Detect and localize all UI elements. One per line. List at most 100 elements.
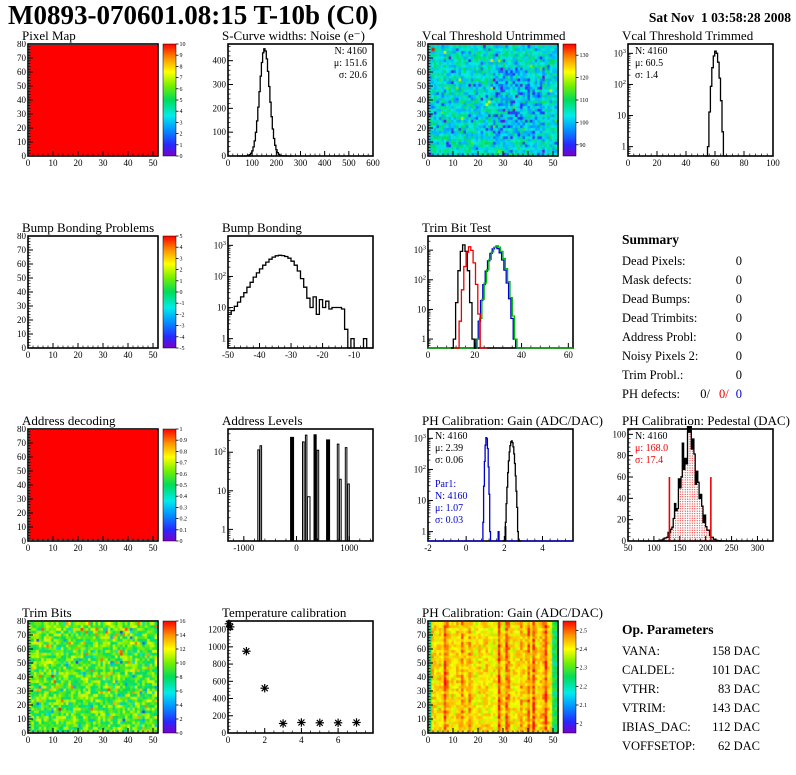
svg-text:102: 102 [214,447,226,458]
svg-text:0: 0 [426,158,431,168]
svg-text:0: 0 [422,728,427,738]
chart-area: 0 10 20 30 40 50 0 10 20 30 40 50 60 70 80 0 1 2 3 4 5 6 7 8 9 10 [17,41,186,168]
svg-text:0: 0 [622,536,627,546]
svg-text:0.5: 0.5 [180,483,188,489]
svg-text:0: 0 [26,350,31,360]
svg-text:1: 1 [222,524,227,534]
svg-text:60: 60 [417,644,427,654]
row-label: VTHR: [622,682,660,696]
svg-text:200: 200 [213,103,227,113]
svg-text:-5: -5 [180,346,185,352]
summary-row-ph-defects: PH defects: 0/ 0/ 0 [622,385,742,404]
svg-text:10: 10 [417,304,427,314]
svg-text:0: 0 [226,158,231,168]
svg-text:2.4: 2.4 [580,647,588,653]
svg-text:2.1: 2.1 [580,703,588,709]
svg-text:30: 30 [99,543,109,553]
svg-text:2: 2 [180,268,183,274]
svg-text:-50: -50 [222,350,234,360]
svg-text:10: 10 [17,522,27,532]
chart-area: 0 10 20 30 40 50 0 10 20 30 40 50 60 70 80 -5 -4 -3 -2 -1 0 1… [17,233,185,360]
svg-text:3: 3 [180,120,183,126]
svg-text:20: 20 [474,735,484,745]
svg-text:2: 2 [180,717,183,723]
svg-text:80: 80 [417,618,427,626]
svg-text:0: 0 [180,731,183,737]
svg-text:2: 2 [180,132,183,138]
svg-text:100: 100 [245,158,259,168]
row-value: 101 DAC [711,663,760,677]
svg-text:16: 16 [180,619,186,625]
svg-text:14: 14 [180,633,186,639]
svg-text:103: 103 [214,240,226,251]
svg-text:102: 102 [214,271,226,282]
heatmap-canvas [29,622,157,732]
plot-title: PH Calibration: Pedestal (DAC) [622,413,790,428]
svg-text:1: 1 [180,427,183,433]
svg-text:10: 10 [449,158,459,168]
svg-text:50: 50 [417,658,427,668]
row-label: VTRIM: [622,701,666,715]
op-param-row: CALDEL: 101 DAC [622,661,760,680]
op-param-row: VTRIM: 143 DAC [622,699,760,718]
heatmap-canvas [29,430,157,540]
svg-text:7: 7 [180,76,183,82]
svg-text:0.6: 0.6 [180,472,188,478]
plot-trim-bits: Trim Bits 0 10 20 30 40 50 0 10 20 30 40 50 60 70 80 0 2… [0,605,199,775]
svg-text:10: 10 [417,137,427,147]
svg-text:2.3: 2.3 [580,666,588,672]
svg-text:100: 100 [213,127,227,137]
plot-title: S-Curve widths: Noise (e⁻) [222,28,365,43]
row-label: Mask defects: [622,273,692,287]
svg-text:20: 20 [17,315,27,325]
plot-vcal-trimmed: Vcal Threshold Trimmed 0 20 40 60 80 100 1 10 10… [600,28,796,198]
svg-text:-1000: -1000 [233,543,254,553]
svg-text:N: 4160: N: 4160 [635,431,668,442]
svg-text:20: 20 [17,700,27,710]
row-value: 0 [735,254,742,268]
heatmap-canvas [429,622,557,732]
plot-temperature-calibration: Temperature calibration 0 2 4 6 0 200 400 600 80… [200,605,399,775]
svg-text:N: 4160: N: 4160 [435,491,468,502]
chart-area: 0 10 20 30 40 50 0 10 20 30 40 50 60 70 80 0 2 4 6 8 10 12 14 1… [17,618,186,745]
summary-row: Address Probl: 0 [622,328,742,347]
plot-ph-pedestal: PH Calibration: Pedestal (DAC) 50 100 150 2… [600,413,796,583]
svg-text:20: 20 [74,350,84,360]
svg-text:50: 50 [417,81,427,91]
svg-text:600: 600 [366,158,380,168]
svg-text:4: 4 [299,735,304,745]
svg-text:50: 50 [17,273,27,283]
svg-text:70: 70 [417,630,427,640]
heatmap-canvas [429,45,557,155]
op-parameters-heading: Op. Parameters [622,622,714,637]
svg-text:0: 0 [26,158,31,168]
svg-text:0: 0 [626,158,631,168]
svg-text:50: 50 [549,158,559,168]
op-param-row: VOFFSETOP: 62 DAC [622,737,760,756]
svg-text:300: 300 [294,158,308,168]
svg-text:100: 100 [647,543,661,553]
plot-trim-bit-test: Trim Bit Test 0 20 40 60 1 10 102 103 [400,220,599,390]
svg-text:10: 10 [417,714,427,724]
svg-text:μ: 1.07: μ: 1.07 [435,503,463,514]
row-value: 0 [735,292,742,306]
plot-title: Vcal Threshold Untrimmed [422,28,566,43]
svg-text:40: 40 [682,158,692,168]
svg-text:40: 40 [517,350,527,360]
svg-text:250: 250 [725,543,739,553]
svg-text:60: 60 [17,452,27,462]
svg-text:80: 80 [417,41,427,49]
svg-text:1: 1 [422,527,427,537]
plot-address-levels: Address Levels -1000 0 1000 1 10 102 [200,413,399,583]
svg-text:1: 1 [222,334,227,344]
chart-area: -50 -40 -30 -20 -10 1 10 102 103 [214,235,374,360]
svg-text:μ: 2.39: μ: 2.39 [435,443,463,454]
svg-text:1: 1 [180,143,183,149]
chart-area: 0 10 20 30 40 50 0 10 20 30 40 50 60 70 80 0 0.1 0.2 0.3 0.… [17,426,188,553]
svg-text:40: 40 [124,158,134,168]
svg-text:50: 50 [149,543,159,553]
svg-text:0: 0 [180,539,183,545]
svg-text:80: 80 [17,41,27,49]
svg-text:40: 40 [524,735,534,745]
row-value: 158 DAC [711,644,760,658]
